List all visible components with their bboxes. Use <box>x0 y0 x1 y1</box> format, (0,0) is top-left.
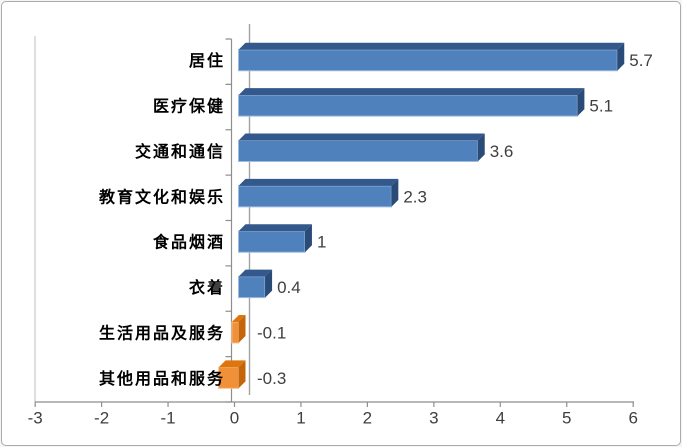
bar-side-face <box>238 314 246 343</box>
bar-front-face <box>238 49 618 72</box>
bar-value-label: 0.4 <box>277 278 301 297</box>
category-label: 衣着 <box>189 278 225 297</box>
bar-value-label: 5.1 <box>589 97 613 116</box>
bar-top-face <box>231 314 246 322</box>
x-axis-tick-label: -1 <box>160 409 175 428</box>
bar-value-label: 5.7 <box>629 51 653 70</box>
bar-side-face <box>477 133 485 162</box>
x-axis-tick-label: -2 <box>94 409 109 428</box>
x-axis-tick-label: 1 <box>296 409 305 428</box>
bar-side-face <box>238 360 246 389</box>
bar-front-face <box>238 230 306 253</box>
category-label: 其他用品和服务 <box>99 369 225 388</box>
x-axis-tick-label: -3 <box>28 409 43 428</box>
bar-value-label: 3.6 <box>490 142 514 161</box>
bar-top-face <box>238 133 485 141</box>
category-label: 医疗保健 <box>153 97 225 116</box>
category-label: 生活用品及服务 <box>99 323 225 342</box>
bar-top-face <box>238 42 625 50</box>
bar-front-face <box>231 321 239 344</box>
bar-top-face <box>238 178 399 186</box>
bar-side-face <box>391 178 399 207</box>
bar-side-face <box>577 88 585 117</box>
x-axis-tick-label: 2 <box>363 409 372 428</box>
x-axis-tick-label: 0 <box>230 409 239 428</box>
bar-value-label: 2.3 <box>403 187 427 206</box>
bar-top-face <box>218 360 246 368</box>
x-axis-tick-label: 6 <box>628 409 637 428</box>
bar-side-face <box>617 42 625 71</box>
x-axis-tick-label: 3 <box>429 409 438 428</box>
bar-front-face <box>238 139 479 162</box>
bar-top-face <box>238 88 585 96</box>
category-label: 交通和通信 <box>135 142 225 161</box>
bar-side-face <box>304 224 312 253</box>
x-axis-tick-label: 4 <box>496 409 505 428</box>
bar-side-face <box>265 269 273 298</box>
bar-value-label: -0.3 <box>257 369 286 388</box>
bar-top-face <box>238 269 273 277</box>
bar-value-label: 1 <box>317 233 326 252</box>
bar-front-face <box>238 185 392 208</box>
bar-value-label: -0.1 <box>257 323 286 342</box>
category-label: 食品烟酒 <box>152 233 225 252</box>
category-label: 教育文化和娱乐 <box>99 187 225 206</box>
bar-front-face <box>238 94 578 117</box>
category-label: 居住 <box>189 51 225 70</box>
bar-front-face <box>238 276 266 299</box>
bar-top-face <box>238 224 312 232</box>
x-axis-tick-label: 5 <box>562 409 571 428</box>
